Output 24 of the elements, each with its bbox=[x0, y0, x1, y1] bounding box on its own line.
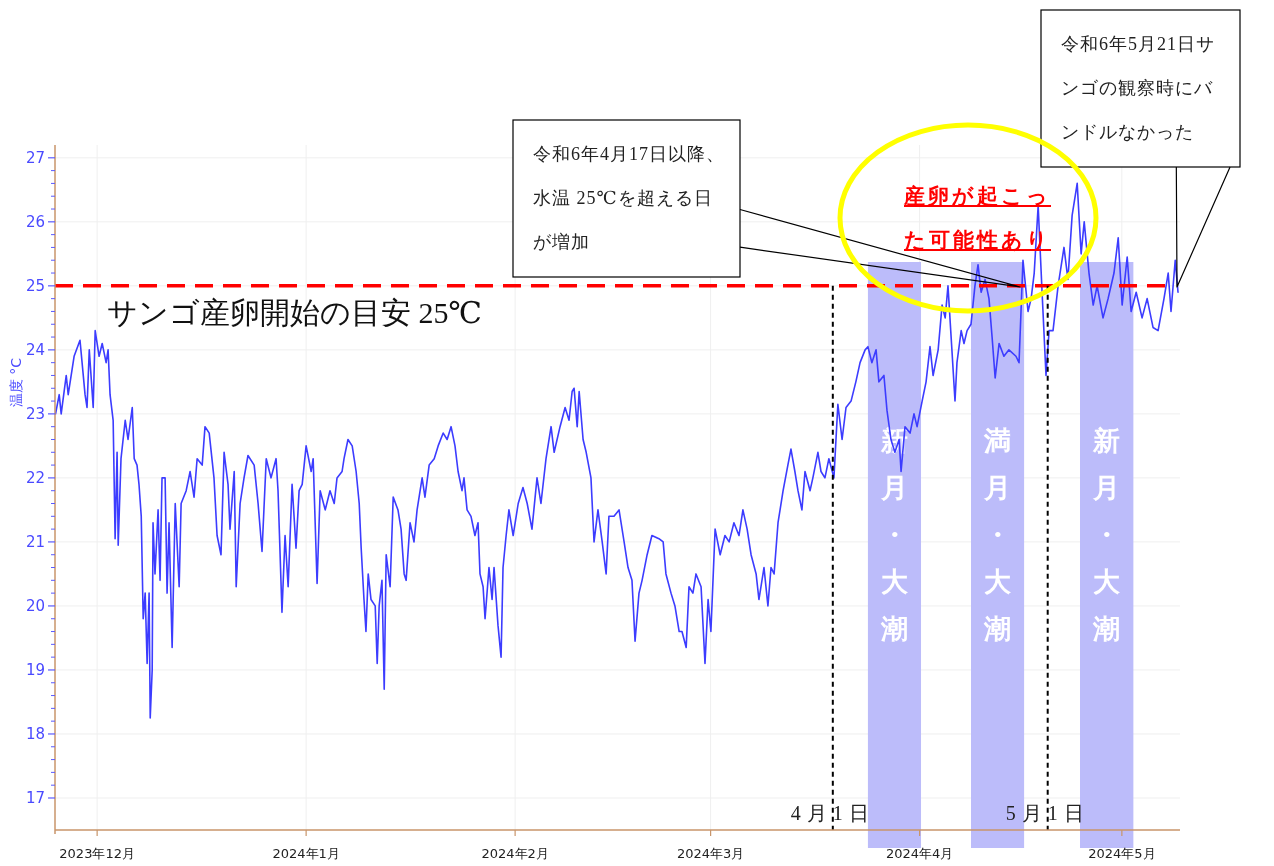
y-tick-label: 20 bbox=[25, 596, 45, 615]
x-tick-label: 2024年1月 bbox=[272, 846, 340, 861]
y-tick-label: 23 bbox=[25, 404, 45, 423]
line-series bbox=[54, 182, 1179, 719]
band-label: 満月・大潮 bbox=[983, 425, 1013, 644]
y-tick-label: 17 bbox=[25, 788, 45, 807]
x-tick-label: 2023年12月 bbox=[59, 846, 135, 861]
ref-line-label: サンゴ産卵開始の目安 25℃ bbox=[107, 295, 483, 329]
y-tick-label: 24 bbox=[25, 340, 45, 359]
y-tick-label: 22 bbox=[25, 468, 45, 487]
x-tick-label: 2024年5月 bbox=[1088, 846, 1156, 861]
x-tick-label: 2024年4月 bbox=[885, 846, 954, 861]
x-tick-label: 2024年2月 bbox=[481, 846, 549, 861]
y-axis-title: 温度 °C bbox=[8, 357, 24, 408]
ref-line-label: 4月1日 bbox=[790, 802, 875, 824]
y-tick-label: 21 bbox=[25, 532, 45, 551]
y-tick-label: 18 bbox=[25, 724, 45, 743]
y-tick-label: 26 bbox=[25, 212, 45, 231]
y-tick-label: 27 bbox=[25, 148, 45, 167]
x-tick-label: 2024年3月 bbox=[676, 846, 745, 861]
y-tick-label: 19 bbox=[25, 660, 45, 679]
y-tick-label: 25 bbox=[25, 276, 45, 295]
ref-line-label: 5月1日 bbox=[1005, 802, 1090, 824]
band-label: 新月・大潮 bbox=[1092, 425, 1122, 644]
